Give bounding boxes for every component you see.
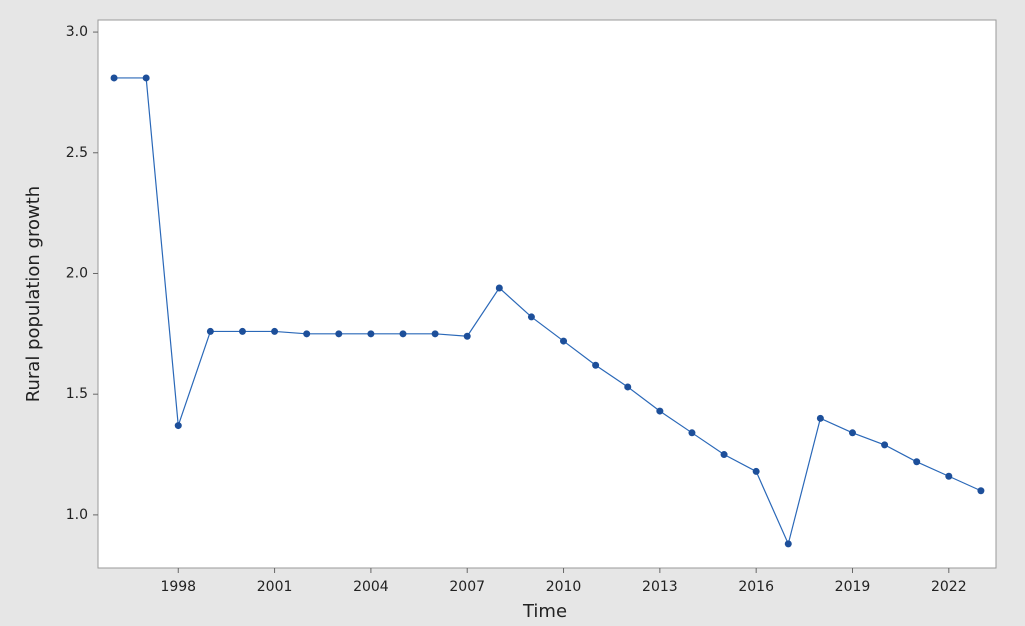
y-tick-label: 1.5 bbox=[66, 386, 88, 402]
y-tick-label: 1.0 bbox=[66, 507, 88, 523]
point bbox=[463, 332, 471, 340]
x-tick-label: 1998 bbox=[160, 579, 196, 595]
series-line bbox=[114, 77, 982, 546]
x-tick-label: 2004 bbox=[353, 579, 389, 595]
x-tick-label: 2013 bbox=[642, 579, 678, 595]
point bbox=[174, 422, 182, 430]
point bbox=[303, 330, 311, 338]
point bbox=[977, 487, 985, 495]
point bbox=[527, 313, 535, 321]
x-tick-label: 2010 bbox=[546, 579, 582, 595]
point bbox=[271, 327, 279, 335]
y-tick-label: 3.0 bbox=[66, 24, 88, 40]
x-tick-label: 2016 bbox=[738, 579, 774, 595]
y-tick-label: 2.5 bbox=[66, 145, 88, 161]
point bbox=[913, 458, 921, 466]
plot-area bbox=[97, 19, 997, 569]
point bbox=[367, 330, 375, 338]
x-tick-label: 2001 bbox=[257, 579, 293, 595]
x-tick-label: 2022 bbox=[931, 579, 967, 595]
point bbox=[335, 330, 343, 338]
point bbox=[110, 74, 118, 82]
point bbox=[720, 451, 728, 459]
point bbox=[592, 361, 600, 369]
point bbox=[142, 74, 150, 82]
x-tick-label: 2007 bbox=[449, 579, 485, 595]
point bbox=[881, 441, 889, 449]
point bbox=[945, 472, 953, 480]
y-tick-label: 2.0 bbox=[66, 265, 88, 281]
x-axis-label: Time bbox=[522, 601, 567, 622]
point bbox=[431, 330, 439, 338]
point bbox=[495, 284, 503, 292]
point bbox=[560, 337, 568, 345]
point bbox=[238, 327, 246, 335]
point bbox=[399, 330, 407, 338]
point bbox=[624, 383, 632, 391]
y-axis-label: Rural population growth bbox=[23, 186, 44, 402]
point bbox=[656, 407, 664, 415]
point bbox=[688, 429, 696, 437]
x-tick-label: 2019 bbox=[835, 579, 871, 595]
point bbox=[206, 327, 214, 335]
point bbox=[752, 467, 760, 475]
point bbox=[848, 429, 856, 437]
point bbox=[784, 540, 792, 548]
point bbox=[816, 414, 824, 422]
